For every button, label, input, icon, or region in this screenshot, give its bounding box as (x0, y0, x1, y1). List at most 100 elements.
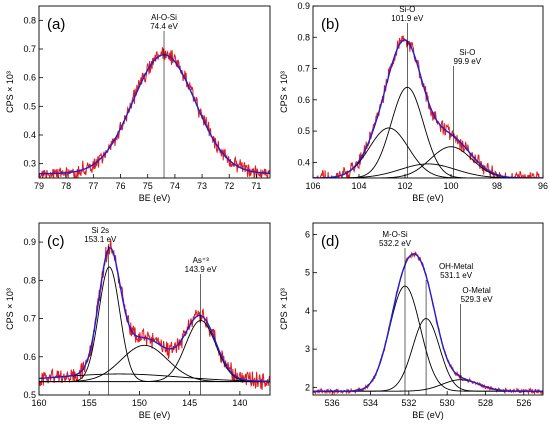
experimental-series (313, 251, 543, 395)
peak-annotation-energy: 531.1 eV (440, 271, 473, 280)
y-tick-label: 4 (305, 306, 310, 316)
y-tick-label: 0.3 (23, 159, 36, 169)
x-tick-label: 106 (305, 181, 320, 191)
x-tick-label: 532 (401, 398, 416, 408)
plot-frame (38, 222, 271, 396)
peak-annotation-energy: 101.9 eV (391, 14, 424, 23)
y-tick-label: 6 (305, 229, 310, 239)
x-tick-label: 140 (232, 398, 247, 408)
peak-annotation-energy: 143.9 eV (185, 265, 218, 274)
y-tick-label: 0.4 (23, 130, 36, 140)
panel-label: (a) (47, 16, 65, 33)
component-peak (39, 54, 270, 175)
panel-label: (b) (321, 16, 339, 33)
plot-area (313, 251, 543, 395)
y-tick-label: 0.8 (23, 15, 36, 25)
x-tick-label: 75 (143, 181, 153, 191)
x-tick-label: 145 (182, 398, 197, 408)
x-tick-label: 536 (325, 398, 340, 408)
component-peak (313, 285, 543, 392)
peak-annotation-name: OH-Metal (439, 262, 473, 271)
plot-frame (38, 5, 271, 179)
experimental-series (314, 35, 543, 178)
peak-annotation-energy: 153.1 eV (84, 235, 117, 244)
x-tick-label: 71 (251, 181, 261, 191)
y-axis-label: CPS × 10³ (279, 288, 289, 330)
y-tick-label: 5 (305, 268, 310, 278)
peak-annotation-name: As⁺³ (193, 256, 210, 265)
plot-area (39, 239, 270, 390)
peak-annotation-energy: 532.2 eV (379, 239, 412, 248)
x-tick-label: 526 (516, 398, 531, 408)
x-tick-label: 74 (170, 181, 180, 191)
x-tick-label: 73 (197, 181, 207, 191)
x-axis-label: BE (eV) (139, 410, 171, 420)
y-axis-label: CPS × 10³ (5, 71, 15, 113)
panel-label: (c) (47, 233, 65, 250)
x-axis-label: BE (eV) (412, 410, 444, 420)
x-tick-label: 72 (224, 181, 234, 191)
x-tick-label: 96 (538, 181, 548, 191)
component-peak (39, 320, 270, 383)
y-tick-label: 0.8 (297, 32, 310, 42)
peak-annotation-energy: 529.3 eV (461, 295, 494, 304)
component-peak (313, 127, 543, 178)
plot-area (313, 35, 543, 178)
y-tick-label: 0.6 (23, 73, 36, 83)
x-axis-label: BE (eV) (412, 193, 444, 203)
y-tick-label: 0.6 (297, 95, 310, 105)
envelope-fit (39, 246, 270, 382)
peak-annotation-energy: 99.9 eV (454, 57, 482, 66)
plot-frame (312, 5, 544, 179)
y-tick-label: 2 (305, 382, 310, 392)
component-peak (39, 344, 270, 383)
x-tick-label: 534 (363, 398, 378, 408)
y-tick-label: 0.5 (297, 126, 310, 136)
y-tick-label: 0.5 (23, 101, 36, 111)
peak-annotation-name: M-O-Si (382, 230, 408, 239)
y-tick-label: 0.9 (297, 1, 310, 11)
peak-annotation-name: Si 2s (91, 226, 109, 235)
x-tick-label: 155 (82, 398, 97, 408)
component-peak (39, 266, 270, 383)
y-tick-label: 0.8 (23, 275, 36, 285)
x-tick-label: 79 (34, 181, 44, 191)
plot-area (39, 47, 270, 178)
x-tick-label: 104 (351, 181, 366, 191)
y-tick-label: 0.6 (23, 352, 36, 362)
y-tick-label: 0.5 (23, 390, 36, 400)
y-tick-label: 0.7 (297, 64, 310, 74)
y-axis-label: CPS × 10³ (5, 288, 15, 330)
x-tick-label: 528 (478, 398, 493, 408)
x-tick-label: 100 (443, 181, 458, 191)
x-tick-label: 98 (492, 181, 502, 191)
x-axis-label: BE (eV) (139, 193, 171, 203)
component-peak (39, 373, 270, 382)
peak-annotation-name: O-Metal (462, 286, 491, 295)
x-tick-label: 76 (116, 181, 126, 191)
component-peak (313, 379, 543, 392)
y-tick-label: 0.7 (23, 314, 36, 324)
x-tick-label: 77 (88, 181, 98, 191)
x-tick-label: 530 (440, 398, 455, 408)
component-peak (313, 318, 543, 392)
x-tick-label: 78 (61, 181, 71, 191)
peak-annotation-name: Si-O (399, 5, 415, 14)
y-tick-label: 0.9 (23, 237, 36, 247)
peak-annotation-energy: 74.4 eV (150, 22, 178, 31)
y-tick-label: 0.4 (297, 157, 310, 167)
envelope-fit (313, 39, 543, 178)
plot-frame (312, 222, 544, 396)
y-tick-label: 0.7 (23, 44, 36, 54)
panel-label: (d) (321, 233, 339, 250)
x-tick-label: 160 (31, 398, 46, 408)
experimental-series (39, 239, 270, 390)
y-tick-label: 3 (305, 344, 310, 354)
peak-annotation-name: Si-O (459, 48, 475, 57)
experimental-series (39, 47, 270, 178)
x-tick-label: 150 (132, 398, 147, 408)
